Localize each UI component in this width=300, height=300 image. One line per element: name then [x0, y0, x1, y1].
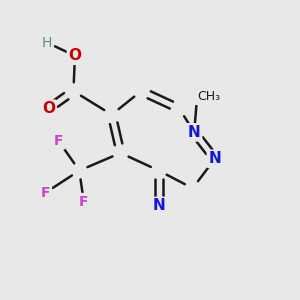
- Text: CH₃: CH₃: [197, 91, 220, 103]
- Text: O: O: [68, 48, 81, 63]
- Text: N: N: [208, 151, 221, 166]
- Text: F: F: [54, 134, 64, 148]
- Text: F: F: [41, 186, 50, 200]
- Text: O: O: [42, 101, 55, 116]
- Text: N: N: [152, 198, 165, 213]
- Text: F: F: [79, 194, 88, 208]
- Text: H: H: [42, 35, 52, 50]
- Text: N: N: [188, 125, 200, 140]
